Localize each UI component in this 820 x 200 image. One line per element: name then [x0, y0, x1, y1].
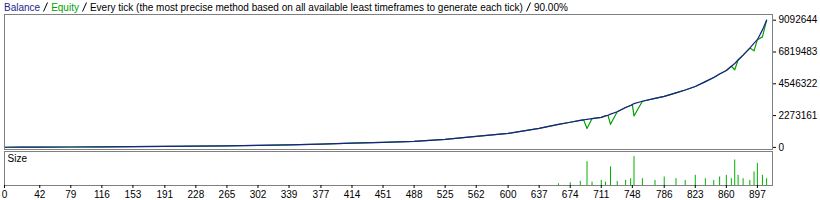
svg-text:4546322: 4546322 [779, 78, 818, 89]
svg-text:339: 339 [281, 189, 298, 200]
html-text:Equity: Equity [51, 1, 79, 13]
svg-text:860: 860 [718, 189, 735, 200]
svg-text:9092644: 9092644 [779, 14, 818, 25]
svg-text:414: 414 [344, 189, 361, 200]
svg-text:116: 116 [94, 189, 110, 200]
svg-text:637: 637 [531, 189, 548, 200]
svg-text:302: 302 [250, 189, 267, 200]
svg-text:748: 748 [624, 189, 641, 200]
svg-text:42: 42 [34, 189, 46, 200]
svg-text:451: 451 [375, 189, 392, 200]
html-text:90.00%: 90.00% [533, 1, 568, 13]
svg-text:674: 674 [562, 189, 579, 200]
svg-text:191: 191 [156, 189, 173, 200]
svg-text:377: 377 [313, 189, 330, 200]
svg-text:153: 153 [125, 189, 142, 200]
svg-text:600: 600 [500, 189, 517, 200]
svg-text:562: 562 [468, 189, 485, 200]
svg-text:79: 79 [65, 189, 77, 200]
svg-text:2273161: 2273161 [779, 110, 818, 121]
svg-text:823: 823 [687, 189, 704, 200]
svg-text:0: 0 [779, 142, 785, 153]
html-text:Every tick (the most precise m: Every tick (the most precise method base… [89, 1, 523, 13]
svg-text:228: 228 [188, 189, 205, 200]
html-text:Balance: Balance [4, 1, 41, 13]
svg-text:786: 786 [656, 189, 673, 200]
svg-text:711: 711 [593, 189, 609, 200]
svg-text:6819483: 6819483 [779, 46, 818, 57]
svg-text:525: 525 [437, 189, 454, 200]
svg-text:488: 488 [406, 189, 423, 200]
svg-text:Size: Size [8, 153, 28, 164]
svg-text:897: 897 [749, 189, 766, 200]
svg-text:0: 0 [2, 189, 8, 200]
svg-text:265: 265 [219, 189, 236, 200]
